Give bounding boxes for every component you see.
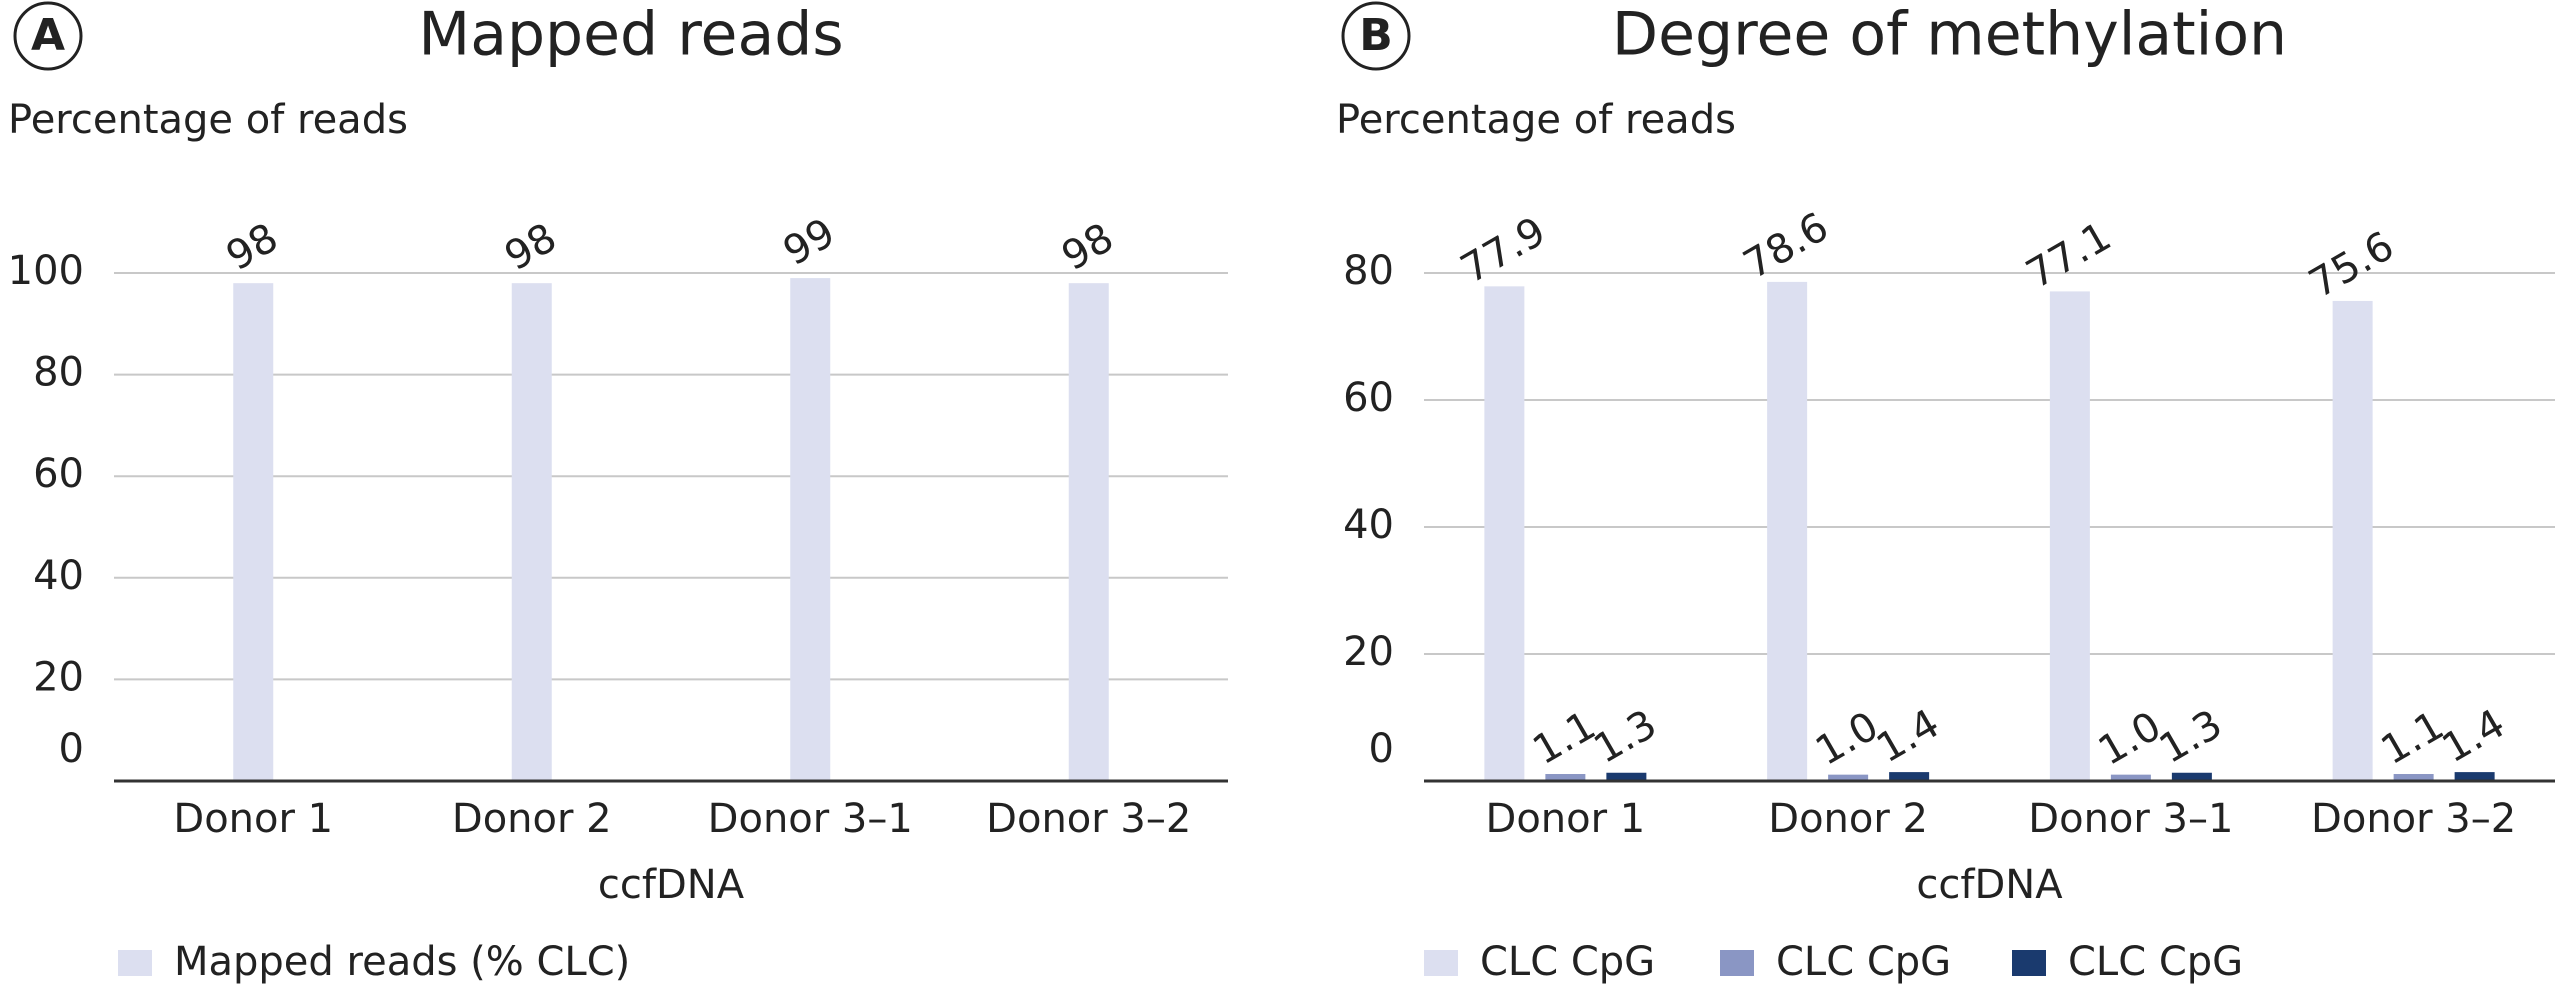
y-tick-label: 20 xyxy=(33,654,84,700)
x-tick-label: Donor 2 xyxy=(1768,796,1928,842)
bar xyxy=(1828,774,1869,781)
bar xyxy=(2110,774,2151,781)
bar xyxy=(2393,774,2434,781)
y-tick-label: 40 xyxy=(1343,502,1394,548)
bar xyxy=(1606,772,1647,781)
value-label: 1.4 xyxy=(1869,701,1947,773)
y-axis-label: Percentage of reads xyxy=(1336,97,1736,143)
x-axis-label: ccfDNA xyxy=(1916,862,2063,908)
bar xyxy=(511,283,552,781)
bar xyxy=(2454,772,2495,781)
bar xyxy=(2049,291,2090,781)
legend-swatch xyxy=(2012,950,2046,976)
bar xyxy=(790,278,831,781)
bar xyxy=(1767,281,1808,781)
value-label: 98 xyxy=(219,215,286,280)
y-tick-label: 40 xyxy=(33,553,84,599)
y-tick-label: 0 xyxy=(59,726,84,772)
x-tick-label: Donor 1 xyxy=(1486,796,1646,842)
legend-label: CLC CpG xyxy=(2068,939,2243,985)
y-tick-label: 60 xyxy=(33,451,84,497)
value-label: 99 xyxy=(776,210,843,275)
value-label: 75.6 xyxy=(2302,223,2402,307)
bar xyxy=(1889,772,1930,781)
panel-letter: B xyxy=(1359,10,1393,61)
x-tick-label: Donor 1 xyxy=(173,796,333,842)
value-label: 77.9 xyxy=(1453,208,1553,292)
value-label: 1.3 xyxy=(1586,701,1664,773)
x-tick-label: Donor 2 xyxy=(452,796,612,842)
bar xyxy=(1484,286,1525,781)
y-tick-label: 100 xyxy=(8,248,84,294)
y-tick-label: 60 xyxy=(1343,375,1394,421)
value-label: 98 xyxy=(1054,215,1121,280)
y-tick-label: 80 xyxy=(33,350,84,396)
value-label: 78.6 xyxy=(1736,204,1836,288)
legend-label: Mapped reads (% CLC) xyxy=(174,939,630,985)
bar xyxy=(2332,300,2373,781)
x-tick-label: Donor 3–1 xyxy=(708,796,913,842)
bar xyxy=(2171,772,2212,781)
value-label: 77.1 xyxy=(2019,213,2119,297)
y-tick-label: 80 xyxy=(1343,248,1394,294)
chart-title: Mapped reads xyxy=(418,0,843,70)
bar xyxy=(1068,283,1109,781)
x-tick-label: Donor 3–2 xyxy=(2311,796,2516,842)
panel-badge xyxy=(1341,1,1411,71)
bar xyxy=(233,283,274,781)
y-axis-label: Percentage of reads xyxy=(8,97,408,143)
x-tick-label: Donor 3–1 xyxy=(2028,796,2233,842)
legend-swatch xyxy=(118,950,152,976)
y-tick-label: 20 xyxy=(1343,629,1394,675)
y-tick-label: 0 xyxy=(1369,726,1394,772)
value-label: 1.4 xyxy=(2435,701,2513,773)
legend-label: CLC CpG xyxy=(1776,939,1951,985)
legend-label: CLC CpG xyxy=(1480,939,1655,985)
panel-letter: A xyxy=(31,10,65,61)
panel-badge xyxy=(13,1,83,71)
legend-swatch xyxy=(1720,950,1754,976)
value-label: 98 xyxy=(497,215,564,280)
x-tick-label: Donor 3–2 xyxy=(986,796,1191,842)
legend-swatch xyxy=(1424,950,1458,976)
bar xyxy=(1545,774,1586,781)
value-label: 1.3 xyxy=(2152,701,2230,773)
chart-title: Degree of methylation xyxy=(1612,0,2287,70)
x-axis-label: ccfDNA xyxy=(598,862,745,908)
